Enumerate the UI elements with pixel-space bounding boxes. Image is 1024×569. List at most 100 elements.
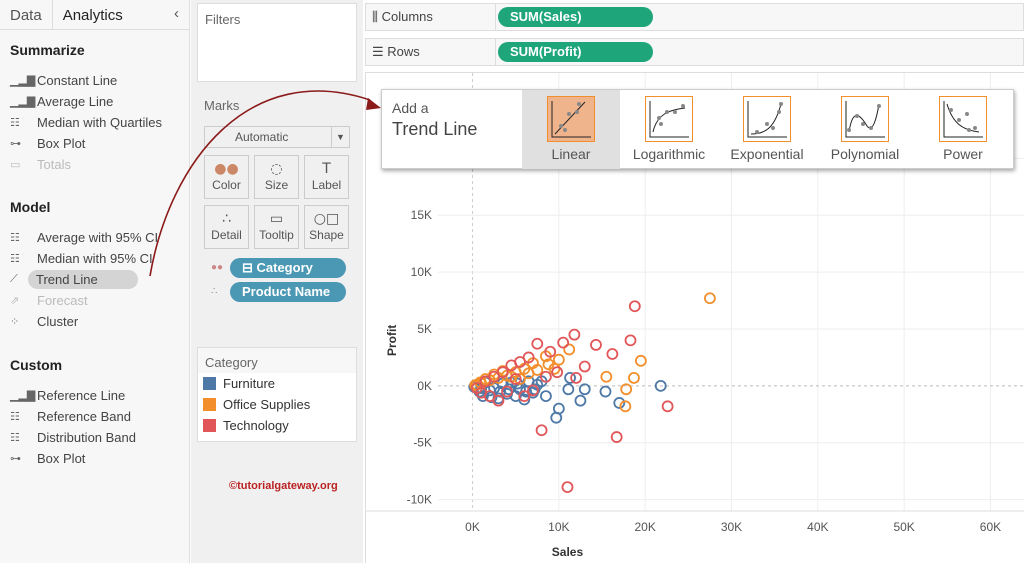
item-label: Cluster xyxy=(37,313,79,329)
y-tick-label: 0K xyxy=(417,379,432,393)
trend-option-power[interactable]: Power xyxy=(914,90,1012,169)
analytics-item-cluster[interactable]: ⁘ Cluster xyxy=(10,311,186,331)
trend-line-popup: Add a Trend Line Linear Logarithmic Expone… xyxy=(381,89,1014,169)
legend-label: Technology xyxy=(223,418,289,433)
x-axis-title: Sales xyxy=(552,545,584,559)
x-tick-label: 40K xyxy=(807,520,828,534)
tab-data[interactable]: Data xyxy=(10,7,42,24)
exponential-trend-icon xyxy=(743,96,791,142)
sum-profit-pill[interactable]: SUM(Profit) xyxy=(498,42,653,62)
y-tick-label: 5K xyxy=(417,322,432,336)
item-label: Box Plot xyxy=(37,135,86,151)
linear-trend-icon xyxy=(547,96,595,142)
data-point-technology xyxy=(568,328,581,341)
distribution-band-icon: ☷ xyxy=(10,430,20,444)
item-label: Distribution Band xyxy=(37,429,136,445)
size-button[interactable]: ◌ Size xyxy=(254,155,299,199)
item-label: Constant Line xyxy=(37,72,118,88)
data-point-technology xyxy=(661,400,674,413)
tooltip-icon: ▭ xyxy=(269,211,284,227)
analytics-item-reference-band[interactable]: ☷ Reference Band xyxy=(10,406,186,426)
label-button[interactable]: T Label xyxy=(304,155,349,199)
data-point-technology xyxy=(590,339,602,351)
data-point-furniture xyxy=(654,379,667,392)
dropdown-arrow-icon[interactable]: ▼ xyxy=(331,127,349,147)
item-label: Reference Line xyxy=(37,387,126,403)
item-label: Totals xyxy=(37,156,71,172)
analytics-item-reference-line[interactable]: ▁▂▇ Reference Line xyxy=(10,385,186,405)
tooltip-label: Tooltip xyxy=(259,228,294,242)
filters-title: Filters xyxy=(205,12,241,27)
polynomial-trend-icon xyxy=(841,96,889,142)
analytics-item-median-with-quartiles[interactable]: ☷ Median with Quartiles xyxy=(10,112,186,132)
legend-item-office-supplies[interactable]: Office Supplies xyxy=(198,394,356,415)
analytics-item-median-with-95-ci[interactable]: ☷ Median with 95% CI xyxy=(10,248,186,268)
option-label: Exponential xyxy=(730,146,804,162)
data-point-office-supplies xyxy=(704,292,716,305)
data-point-furniture xyxy=(613,397,626,409)
median-with-quartiles-icon: ☷ xyxy=(10,115,20,129)
tab-analytics[interactable]: Analytics xyxy=(51,0,189,29)
y-tick-label: -5K xyxy=(413,436,432,450)
sum-sales-pill[interactable]: SUM(Sales) xyxy=(498,7,653,27)
label-icon: T xyxy=(322,161,331,177)
item-label: Average Line xyxy=(37,93,114,109)
average-with-95-ci-icon: ☷ xyxy=(10,230,20,244)
item-label: Forecast xyxy=(37,292,88,308)
legend-item-furniture[interactable]: Furniture xyxy=(198,373,356,394)
data-point-office-supplies xyxy=(563,343,576,356)
tooltip-button[interactable]: ▭ Tooltip xyxy=(254,205,299,249)
data-point-office-supplies xyxy=(600,370,613,383)
analytics-pane: Data Analytics ‹ Summarize ▁▂▇ Constant Li… xyxy=(0,0,190,563)
analytics-item-average-line[interactable]: ▁▂▇ Average Line xyxy=(10,91,186,111)
y-axis-title: Profit xyxy=(385,325,399,356)
product-name-pill[interactable]: Product Name xyxy=(230,282,346,302)
popup-title: Trend Line xyxy=(392,119,478,139)
data-point-furniture xyxy=(550,411,563,424)
trend-option-exponential[interactable]: Exponential xyxy=(718,90,816,169)
analytics-item-average-with-95-ci[interactable]: ☷ Average with 95% CI xyxy=(10,227,186,247)
option-label: Polynomial xyxy=(830,146,900,162)
popup-line1: Add a xyxy=(392,100,429,116)
analytics-item-distribution-band[interactable]: ☷ Distribution Band xyxy=(10,427,186,447)
mark-type-dropdown[interactable]: Automatic ▼ xyxy=(204,126,350,148)
detail-button[interactable]: ∴ Detail xyxy=(204,205,249,249)
size-icon: ◌ xyxy=(270,161,283,177)
x-tick-label: 10K xyxy=(548,520,569,534)
trend-option-logarithmic[interactable]: Logarithmic xyxy=(620,90,718,169)
detail-dots-icon: ∴ xyxy=(211,286,218,297)
data-point-technology xyxy=(628,300,641,313)
average-line-icon: ▁▂▇ xyxy=(10,94,36,108)
data-point-technology xyxy=(527,384,539,397)
chevron-left-icon[interactable]: ‹ xyxy=(174,5,179,22)
data-point-office-supplies xyxy=(531,364,544,376)
section-summarize: Summarize xyxy=(10,42,85,58)
color-button[interactable]: ●● Color xyxy=(204,155,249,199)
analytics-item-box-plot[interactable]: ⊶ Box Plot xyxy=(10,133,186,153)
analytics-item-totals: ▭ Totals xyxy=(10,154,186,174)
data-point-technology xyxy=(492,394,505,407)
filters-shelf[interactable]: Filters xyxy=(197,3,357,82)
totals-icon: ▭ xyxy=(10,157,21,171)
analytics-item-trend-line[interactable]: ⟋ Trend Line xyxy=(10,269,186,289)
category-pill[interactable]: ⊟ Category xyxy=(230,258,346,278)
trend-option-linear[interactable]: Linear xyxy=(522,90,620,169)
data-point-technology xyxy=(606,348,619,360)
shape-button[interactable]: ○□ Shape xyxy=(304,205,349,249)
data-point-furniture xyxy=(485,391,498,404)
data-point-furniture xyxy=(502,383,515,396)
legend-item-technology[interactable]: Technology xyxy=(198,415,356,436)
x-tick-label: 60K xyxy=(980,520,1001,534)
y-tick-label: 10K xyxy=(411,265,432,279)
color-label: Color xyxy=(212,178,241,192)
data-point-technology xyxy=(544,345,557,358)
x-tick-label: 50K xyxy=(893,520,914,534)
mark-type-value: Automatic xyxy=(235,130,289,144)
data-point-office-supplies xyxy=(514,373,526,385)
data-point-technology xyxy=(531,337,544,350)
analytics-item-constant-line[interactable]: ▁▂▇ Constant Line xyxy=(10,70,186,90)
item-label: Box Plot xyxy=(37,450,86,466)
analytics-item-box-plot[interactable]: ⊶ Box Plot xyxy=(10,448,186,468)
trend-option-polynomial[interactable]: Polynomial xyxy=(816,90,914,169)
detail-icon: ∴ xyxy=(222,211,231,227)
